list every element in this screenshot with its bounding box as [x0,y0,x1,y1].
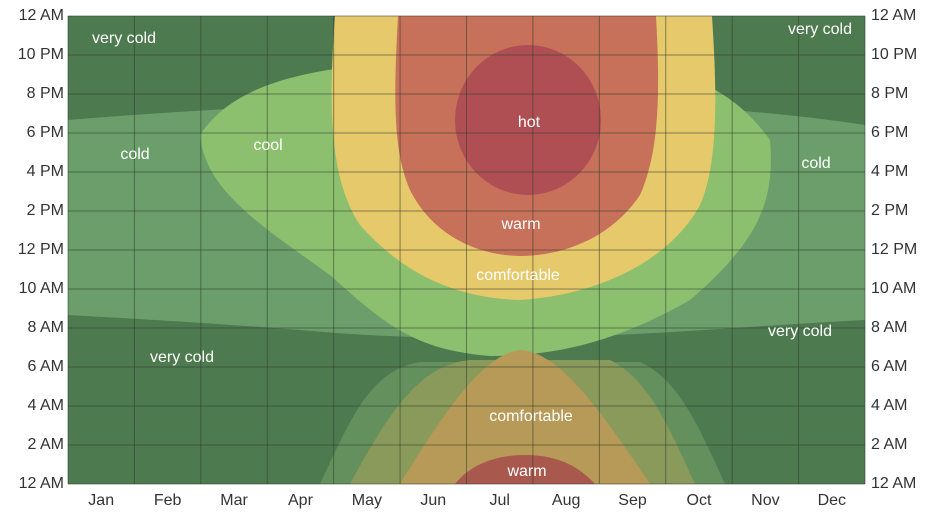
region-label: very cold [788,21,852,38]
y-tick-label: 8 PM [27,85,64,102]
x-tick-label: Nov [751,492,779,509]
warm-region [455,455,595,484]
y-tick-label: 12 AM [19,7,64,24]
region-label: cold [801,155,830,172]
y2-tick-label: 4 PM [871,163,908,180]
x-tick-label: Jan [88,492,114,509]
y-tick-label: 4 PM [27,163,64,180]
y-tick-label: 12 PM [18,241,64,258]
hot-region [455,45,601,195]
x-tick-label: Oct [687,492,712,509]
y-tick-label: 2 PM [27,202,64,219]
y-tick-label: 12 AM [19,475,64,492]
y2-tick-label: 4 AM [871,397,907,414]
region-label: warm [506,463,546,480]
region-label: very cold [768,323,832,340]
x-tick-label: Sep [618,492,647,509]
x-tick-label: Feb [154,492,182,509]
region-label: cold [120,146,149,163]
y-tick-label: 4 AM [28,397,64,414]
region-label: comfortable [489,408,573,425]
y2-tick-label: 2 PM [871,202,908,219]
grid [67,15,866,485]
y-tick-label: 2 AM [28,436,64,453]
y2-tick-label: 8 AM [871,319,907,336]
y2-tick-label: 12 AM [871,7,916,24]
region-label: warm [500,216,540,233]
y-tick-label: 10 AM [19,280,64,297]
y-tick-label: 10 PM [18,46,64,63]
x-tick-label: Dec [818,492,846,509]
y2-tick-label: 10 AM [871,280,916,297]
y-tick-label: 8 AM [28,319,64,336]
x-tick-label: May [352,492,382,509]
x-tick-label: Jun [420,492,446,509]
comfortable-region [400,350,650,484]
y-tick-label: 6 PM [27,124,64,141]
y2-tick-label: 6 AM [871,358,907,375]
y2-tick-label: 10 PM [871,46,917,63]
y2-tick-label: 8 PM [871,85,908,102]
y2-tick-label: 12 PM [871,241,917,258]
region-label: hot [518,114,541,131]
region-label: comfortable [476,267,560,284]
region-label: very cold [150,349,214,366]
region-label: very cold [92,30,156,47]
y2-tick-label: 6 PM [871,124,908,141]
y-tick-label: 6 AM [28,358,64,375]
x-tick-label: Mar [220,492,248,509]
y2-tick-label: 2 AM [871,436,907,453]
x-tick-label: Apr [288,492,314,509]
x-tick-label: Jul [489,492,509,509]
x-tick-label: Aug [552,492,580,509]
region-label: cool [253,137,282,154]
y2-tick-label: 12 AM [871,475,916,492]
